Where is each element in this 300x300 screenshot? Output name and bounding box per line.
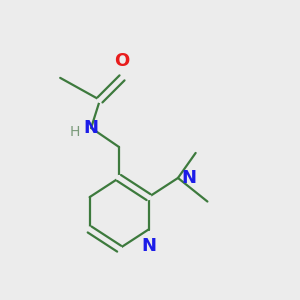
Text: N: N: [141, 237, 156, 255]
Text: O: O: [114, 52, 130, 70]
Text: N: N: [181, 169, 196, 187]
Text: N: N: [84, 119, 99, 137]
Text: H: H: [70, 125, 80, 139]
